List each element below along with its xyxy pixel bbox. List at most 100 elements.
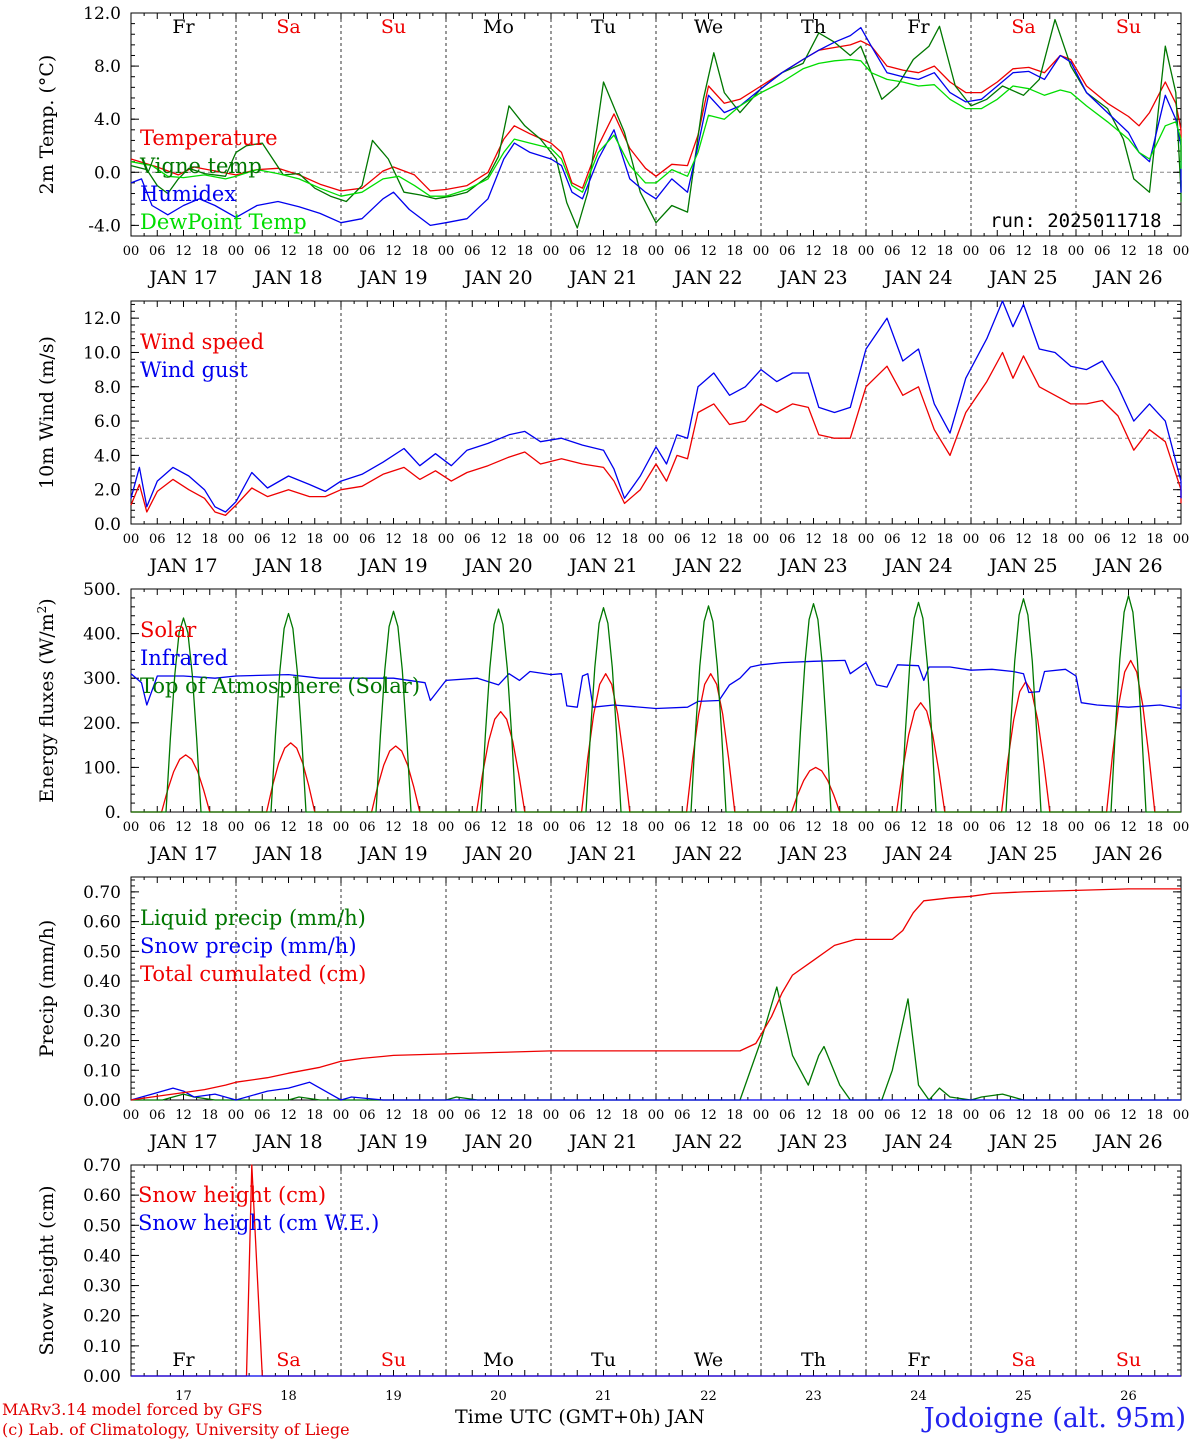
date-label: JAN 20 [462,1131,532,1153]
date-label: JAN 25 [987,843,1057,865]
legend-entry: Wind speed [140,330,264,354]
day-number-label: 25 [1015,1389,1032,1404]
y-tick-label: 0.0 [94,515,121,535]
hour-tick-label: 00 [333,1108,350,1123]
hour-tick-label: 00 [648,532,665,547]
date-label: JAN 24 [882,555,952,577]
hour-tick-label: 12 [805,1108,822,1123]
legend-entry: DewPoint Temp [140,210,307,234]
y-tick-label: 12.0 [83,309,121,329]
hour-tick-label: 06 [569,1108,586,1123]
hour-tick-label: 06 [1094,820,1111,835]
hour-tick-label: 00 [333,820,350,835]
y-tick-label: 0.40 [83,972,121,992]
weekday-label: Fr [907,1349,930,1371]
hour-tick-label: 12 [910,532,927,547]
x-axis-labels: 00 06 12 18 JAN 17 00 06 12 18 JAN 18 00 06 12 18 JAN … [123,244,1190,289]
hour-tick-label: 00 [1068,244,1085,259]
hour-tick-label: 00 [963,532,980,547]
hour-tick-label: 00 [858,1108,875,1123]
weekday-label: Fr [172,16,195,38]
date-label: JAN 24 [882,267,952,289]
hour-tick-label: 12 [700,1108,717,1123]
y-tick-label: 400. [83,625,121,645]
hour-tick-label: 12 [280,244,297,259]
day-number-label: 24 [910,1389,927,1404]
hour-tick-label: 12 [1015,244,1032,259]
hour-tick-label: 12 [595,532,612,547]
hour-tick-label: 00 [438,244,455,259]
y-axis-label: Precip (mm/h) [36,920,58,1058]
hour-tick-label: 06 [464,1108,481,1123]
date-label: JAN 26 [1092,843,1162,865]
hour-tick-label: 12 [1015,532,1032,547]
weekday-label: Su [1116,1349,1141,1371]
y-tick-label: 0.10 [83,1337,121,1357]
hour-tick-label: 00 [123,532,140,547]
hour-tick-label: 18 [936,1108,953,1123]
hour-tick-label: 00 [333,244,350,259]
hour-tick-label: 18 [831,820,848,835]
hour-tick-label: 00 [753,244,770,259]
hour-tick-label: 00 [438,1108,455,1123]
hour-tick-label: 12 [385,244,402,259]
hour-tick-label: 06 [989,1108,1006,1123]
day-number-label: 23 [805,1389,822,1404]
hour-tick-label: 06 [359,244,376,259]
hour-tick-label: 06 [464,244,481,259]
hour-tick-label: 06 [989,532,1006,547]
series-line [130,659,1182,710]
hour-tick-label: 06 [884,244,901,259]
hour-tick-label: 06 [254,532,271,547]
y-tick-label: 0.30 [83,1277,121,1297]
date-label: JAN 18 [252,843,322,865]
y-tick-label: 0.0 [94,163,121,183]
weekday-label: We [694,1349,723,1371]
y-tick-label: 0.60 [83,913,121,933]
y-tick-label: 4.0 [94,446,121,466]
hour-tick-label: 18 [1041,820,1058,835]
x-axis-labels: 00 06 12 18 JAN 17 00 06 12 18 JAN 18 00 06 12 18 JAN … [123,820,1190,865]
weekday-label: Sa [1011,1349,1035,1371]
hour-tick-label: 06 [464,532,481,547]
y-tick-label: 200. [83,714,121,734]
hour-tick-label: 00 [1068,1108,1085,1123]
x-axis-labels: 17 18 19 20 21 22 23 24 25 26 [175,1389,1137,1404]
hour-tick-label: 12 [490,244,507,259]
date-label: JAN 23 [777,267,847,289]
hour-tick-label: 12 [1015,820,1032,835]
weekday-label: Mo [483,16,514,38]
hour-tick-label: 18 [831,244,848,259]
y-tick-label: 0.10 [83,1061,121,1081]
date-label: JAN 17 [147,267,217,289]
legend-entry: Snow height (cm) [138,1183,326,1207]
hour-tick-label: 18 [1041,532,1058,547]
series-line [131,595,1181,813]
y-tick-label: 0.40 [83,1246,121,1266]
hour-tick-label: 00 [1173,1108,1190,1123]
hour-tick-label: 00 [1068,820,1085,835]
date-label: JAN 24 [882,843,952,865]
hour-ticks [130,301,1182,524]
hour-tick-label: 18 [201,820,218,835]
hour-tick-label: 12 [1120,532,1137,547]
series-line [130,1081,1181,1101]
hour-tick-label: 06 [989,820,1006,835]
hour-tick-label: 18 [201,532,218,547]
hour-tick-label: 18 [831,1108,848,1123]
hour-tick-label: 00 [648,244,665,259]
hour-tick-label: 12 [700,532,717,547]
hour-ticks [130,13,1182,236]
hour-tick-label: 18 [621,820,638,835]
date-label: JAN 22 [672,1131,742,1153]
hour-tick-label: 12 [805,532,822,547]
day-number-label: 19 [385,1389,402,1404]
hour-tick-label: 00 [543,820,560,835]
hour-tick-label: 12 [175,1108,192,1123]
hour-tick-label: 12 [805,244,822,259]
panel-snow: 0.00 0.10 0.20 0.30 0.40 0.50 0.60 0.70 Snow hei… [36,1156,1182,1404]
hour-tick-label: 12 [910,244,927,259]
hour-tick-label: 12 [175,244,192,259]
date-label: JAN 17 [147,555,217,577]
date-label: JAN 17 [147,843,217,865]
